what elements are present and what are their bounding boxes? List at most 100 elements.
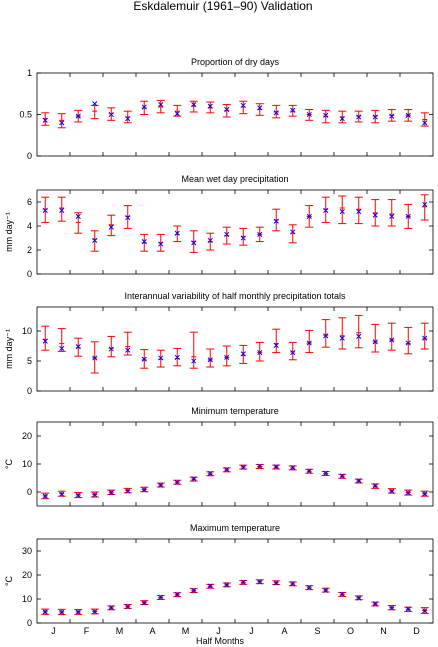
observed-point: [257, 231, 263, 237]
observed-point: [207, 583, 213, 589]
observed-point: [356, 478, 362, 484]
plot-frame: [36, 72, 434, 157]
y-tick-label: 0.5: [19, 110, 32, 120]
y-tick-label: 1: [27, 68, 32, 78]
panel-title: Minimum temperature: [191, 406, 279, 416]
observed-point: [339, 116, 345, 122]
observed-point: [372, 339, 378, 345]
observed-point: [339, 473, 345, 479]
month-label: N: [380, 626, 387, 636]
observed-point: [42, 207, 48, 213]
observed-point: [290, 581, 296, 587]
observed-point: [158, 101, 164, 108]
observed-point: [405, 490, 411, 496]
observed-point: [42, 609, 48, 615]
observed-point: [191, 101, 197, 108]
observed-point: [174, 354, 180, 360]
observed-point: [92, 492, 98, 498]
observed-point: [306, 111, 312, 118]
observed-point: [141, 356, 147, 362]
observed-point: [108, 111, 114, 118]
observed-point: [323, 333, 329, 339]
month-label: A: [149, 626, 155, 636]
observed-point: [422, 491, 428, 497]
month-label: D: [413, 626, 420, 636]
observed-point: [356, 595, 362, 601]
observed-point: [339, 209, 345, 215]
observed-point: [240, 351, 246, 357]
observed-point: [356, 333, 362, 339]
observed-point: [405, 340, 411, 346]
y-tick-label: 0: [27, 487, 32, 497]
month-label: S: [314, 626, 320, 636]
observed-point: [207, 470, 213, 477]
y-tick-label: 30: [22, 546, 32, 556]
observed-point: [75, 113, 81, 119]
observed-point: [240, 579, 246, 585]
plot-frame: [36, 306, 434, 392]
observed-point: [339, 591, 345, 597]
observed-point: [372, 483, 378, 489]
observed-point: [405, 213, 411, 219]
observed-point: [59, 345, 65, 351]
month-label: F: [84, 626, 90, 636]
observed-point: [207, 357, 213, 363]
observed-point: [356, 114, 362, 120]
observed-point: [372, 212, 378, 218]
observed-point: [174, 479, 180, 486]
observed-point: [389, 337, 395, 343]
observed-point: [257, 105, 263, 111]
observed-point: [389, 113, 395, 119]
chart-panel-5: Maximum temperature °C 0 10 20 30 J F M A M J J A S O N D: [4, 523, 434, 636]
observed-point: [75, 492, 81, 498]
observed-point: [273, 218, 279, 224]
y-tick-label: 6: [27, 197, 32, 207]
observed-point: [207, 103, 213, 109]
observed-point: [207, 237, 213, 243]
observed-point: [125, 604, 131, 610]
observed-point: [59, 491, 65, 497]
y-tick-label: 2: [27, 245, 32, 255]
month-label: J: [51, 626, 56, 636]
y-tick-label: 10: [22, 326, 32, 336]
observed-point: [257, 350, 263, 356]
observed-point: [59, 609, 65, 615]
month-label: M: [182, 626, 190, 636]
observed-point: [191, 476, 197, 482]
y-tick-label: 10: [22, 594, 32, 604]
observed-point: [141, 104, 147, 110]
panel-title: Proportion of dry days: [191, 57, 280, 67]
y-tick-label: 0: [27, 618, 32, 628]
month-label: M: [116, 626, 124, 636]
observed-point: [273, 110, 279, 116]
observed-point: [224, 582, 230, 588]
observed-point: [306, 584, 312, 591]
figure-title: Eskdalemuir (1961–90) Validation: [133, 0, 312, 13]
panels: Proportion of dry days 0 0.5 1 Mean wet day …: [4, 57, 434, 636]
month-label: J: [216, 626, 221, 636]
y-tick-label: 4: [27, 221, 32, 231]
observed-point: [389, 605, 395, 611]
observed-point: [290, 350, 296, 356]
observed-point: [273, 580, 279, 586]
y-tick-label: 20: [22, 570, 32, 580]
observed-point: [141, 487, 147, 493]
observed-point: [339, 335, 345, 341]
y-tick-label: 0: [27, 386, 32, 396]
observed-point: [125, 215, 131, 221]
y-axis-label: mm day⁻¹: [4, 329, 14, 369]
observed-point: [422, 201, 428, 207]
observed-point: [141, 239, 147, 245]
observed-point: [422, 608, 428, 614]
observed-point: [356, 209, 362, 215]
observed-point: [273, 464, 279, 470]
observed-point: [224, 106, 230, 113]
observed-point: [290, 229, 296, 235]
observed-point: [108, 224, 114, 230]
observed-point: [240, 235, 246, 241]
observed-point: [92, 609, 98, 615]
panel-title: Interannual variability of half monthly …: [124, 291, 346, 301]
observed-point: [405, 112, 411, 118]
chart-panel-4: Minimum temperature °C 0 10 20: [4, 406, 434, 507]
